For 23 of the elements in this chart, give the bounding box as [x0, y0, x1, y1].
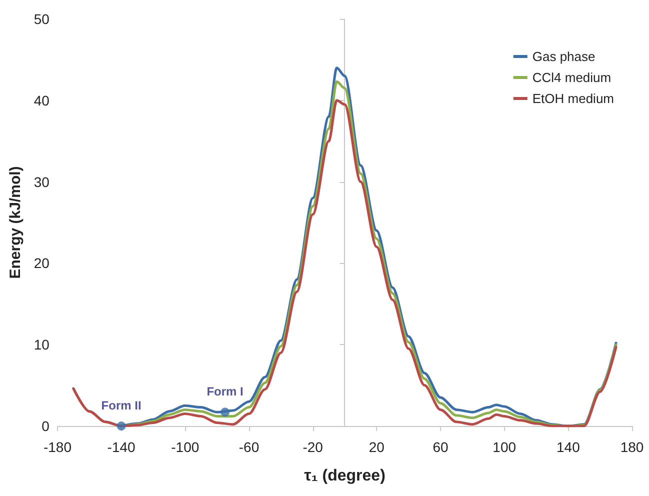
- x-tick-label: 140: [556, 439, 580, 455]
- y-tick-label: 10: [34, 336, 50, 353]
- x-tick-label: -180: [43, 439, 72, 455]
- x-tick-label: -140: [107, 439, 136, 455]
- x-tick-label: -60: [238, 439, 260, 455]
- annotation: Form II: [101, 398, 142, 412]
- y-tick-label: 20: [34, 255, 50, 272]
- x-tick-label: -100: [171, 439, 200, 455]
- legend-label: Gas phase: [532, 49, 596, 64]
- x-tick-label: 60: [432, 439, 448, 455]
- y-axis-title: Energy (kJ/mol): [7, 166, 24, 279]
- x-tick-label: 180: [620, 439, 644, 455]
- x-tick-label: 100: [492, 439, 516, 455]
- y-tick-label: 0: [42, 418, 50, 434]
- legend-label: CCl4 medium: [532, 70, 612, 85]
- annotation: Form I: [206, 384, 244, 399]
- x-axis-title: τ₁ (degree): [304, 468, 386, 484]
- y-tick-label: 50: [34, 11, 50, 27]
- y-tick-label: 30: [34, 174, 50, 190]
- legend-label: EtOH medium: [532, 91, 614, 106]
- x-tick-label: 20: [368, 439, 385, 455]
- y-tick-label: 40: [34, 92, 50, 108]
- x-tick-label: -20: [302, 439, 324, 455]
